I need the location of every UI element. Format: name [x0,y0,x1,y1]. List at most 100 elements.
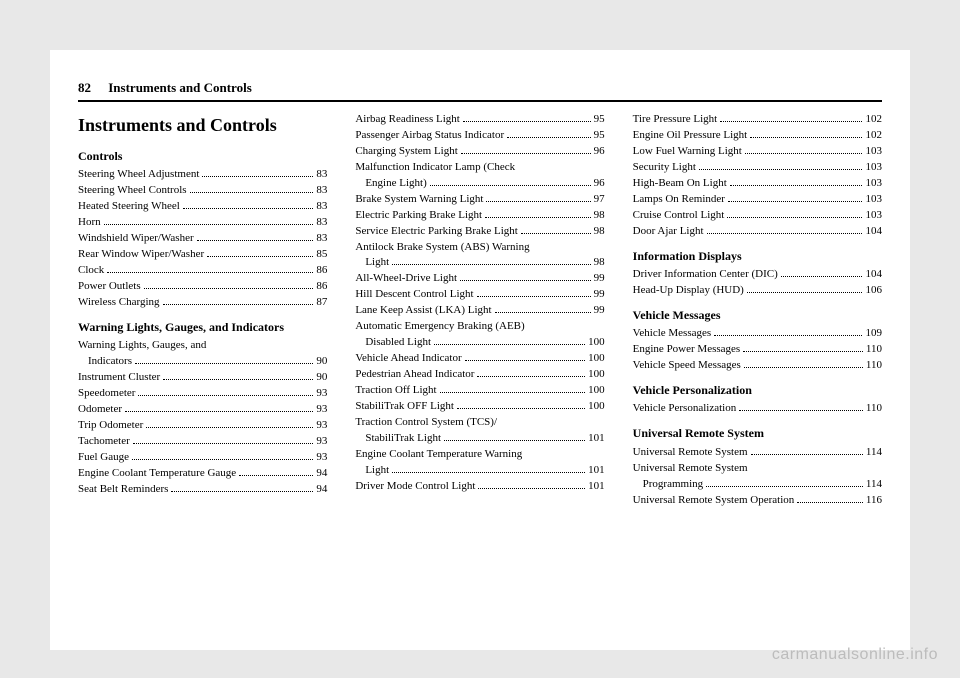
toc-label: Head-Up Display (HUD) [633,283,744,299]
toc-leader-dots [133,435,314,444]
toc-page: 86 [316,279,327,295]
section-heading: Warning Lights, Gauges, and Indicators [78,319,327,336]
toc-entry: Tire Pressure Light102 [633,112,882,128]
toc-page: 100 [588,335,605,351]
toc-label: Cruise Control Light [633,208,725,224]
toc-entry: Door Ajar Light104 [633,224,882,240]
toc-label: Antilock Brake System (ABS) Warning [355,240,529,256]
toc-page: 106 [865,283,882,299]
toc-page: 86 [316,263,327,279]
toc-leader-dots [743,343,863,352]
toc-leader-dots [163,371,313,380]
toc-label: All-Wheel-Drive Light [355,271,457,287]
toc-entry: Disabled Light 100 [355,335,604,351]
toc-entry: Engine Oil Pressure Light102 [633,128,882,144]
toc-entry: Warning Lights, Gauges, and [78,338,327,354]
toc-entry: Tachometer93 [78,434,327,450]
toc-leader-dots [146,419,313,428]
toc-entry: Antilock Brake System (ABS) Warning [355,240,604,256]
toc-leader-dots [135,355,313,364]
toc-entry: Programming114 [633,477,882,493]
section-heading: Universal Remote System [633,425,882,442]
section-heading: Vehicle Messages [633,307,882,324]
toc-label: Wireless Charging [78,295,160,311]
toc-entry: Lane Keep Assist (LKA) Light99 [355,303,604,319]
toc-entry: Wireless Charging 87 [78,295,327,311]
toc-leader-dots [747,284,863,293]
toc-page: 94 [316,482,327,498]
toc-entry: Vehicle Ahead Indicator100 [355,351,604,367]
running-title: Instruments and Controls [108,80,252,95]
toc-label: Windshield Wiper/Washer [78,231,194,247]
toc-page: 83 [316,231,327,247]
toc-leader-dots [239,467,313,476]
toc-leader-dots [781,268,863,277]
toc-leader-dots [132,451,313,460]
toc-page: 103 [865,192,882,208]
toc-leader-dots [125,403,313,412]
toc-page: 103 [865,208,882,224]
toc-page: 101 [588,463,605,479]
toc-label: Tire Pressure Light [633,112,718,128]
toc-label: Speedometer [78,386,135,402]
toc-entry: Automatic Emergency Braking (AEB) [355,319,604,335]
toc-label: Low Fuel Warning Light [633,144,742,160]
section-heading: Information Displays [633,248,882,265]
toc-entry: Driver Mode Control Light101 [355,479,604,495]
toc-leader-dots [107,264,313,273]
toc-label: Traction Off Light [355,383,436,399]
toc-label: Engine Power Messages [633,342,741,358]
toc-entry: Universal Remote System [633,461,882,477]
toc-page: 109 [865,326,882,342]
toc-page: 96 [594,176,605,192]
toc-page: 99 [594,303,605,319]
toc-leader-dots [720,113,862,122]
toc-page: 90 [316,370,327,386]
toc-leader-dots [190,185,314,194]
toc-entry: Head-Up Display (HUD) 106 [633,283,882,299]
toc-entry: Security Light103 [633,160,882,176]
toc-label: Rear Window Wiper/Washer [78,247,204,263]
toc-leader-dots [745,145,863,154]
toc-page: 98 [594,208,605,224]
toc-leader-dots [751,446,863,455]
toc-entry: Trip Odometer93 [78,418,327,434]
toc-page: 114 [866,445,882,461]
toc-page: 100 [588,383,605,399]
toc-page: 100 [588,351,605,367]
toc-leader-dots [197,232,314,241]
toc-label: Odometer [78,402,122,418]
toc-label: Clock [78,263,104,279]
toc-label: Universal Remote System Operation [633,493,795,509]
toc-entry: Passenger Airbag Status Indicator95 [355,128,604,144]
toc-entry: Malfunction Indicator Lamp (Check [355,160,604,176]
toc-label: Programming [643,477,704,493]
toc-label: StabiliTrak Light [365,431,441,447]
toc-leader-dots [183,201,314,210]
toc-label: Universal Remote System [633,461,748,477]
toc-leader-dots [750,129,862,138]
toc-page: 83 [316,215,327,231]
toc-leader-dots [727,209,862,218]
toc-leader-dots [202,169,313,178]
toc-page: 93 [316,402,327,418]
toc-page: 98 [594,224,605,240]
toc-body: ControlsSteering Wheel Adjustment83Steer… [78,112,882,508]
toc-label: StabiliTrak OFF Light [355,399,454,415]
toc-page: 101 [588,431,605,447]
toc-page: 87 [316,295,327,311]
toc-entry: High-Beam On Light103 [633,176,882,192]
toc-entry: Steering Wheel Adjustment83 [78,167,327,183]
toc-leader-dots [714,327,862,336]
toc-entry: Traction Control System (TCS)/ [355,415,604,431]
toc-entry: Universal Remote System114 [633,445,882,461]
toc-label: Vehicle Personalization [633,401,737,417]
toc-page: 90 [316,354,327,370]
toc-entry: Clock 86 [78,263,327,279]
toc-leader-dots [521,225,591,234]
toc-entry: Speedometer93 [78,386,327,402]
toc-label: Disabled Light [365,335,431,351]
toc-leader-dots [463,113,591,122]
watermark: carmanualsonline.info [772,646,938,664]
toc-leader-dots [699,161,863,170]
